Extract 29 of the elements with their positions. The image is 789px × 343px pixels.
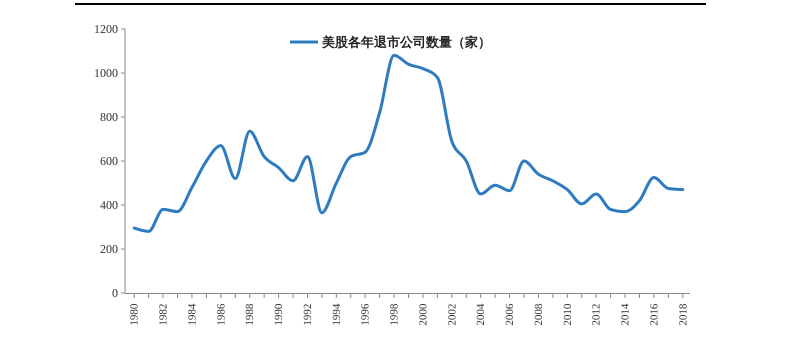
x-tick-label: 1982 xyxy=(158,304,170,326)
x-tick-label: 1996 xyxy=(360,303,372,326)
line-series xyxy=(132,54,684,233)
x-tick-label: 2014 xyxy=(620,303,632,326)
x-tick-label: 2006 xyxy=(504,303,516,326)
y-tick-label: 0 xyxy=(112,286,118,300)
x-tick-label: 1980 xyxy=(128,303,141,326)
x-tick-label: 1992 xyxy=(302,304,314,326)
x-tick-label: 2018 xyxy=(677,303,690,326)
y-tick-label: 600 xyxy=(100,154,118,168)
x-tick-label: 1984 xyxy=(186,303,198,326)
x-tick-label: 1988 xyxy=(244,303,256,326)
y-tick-label: 400 xyxy=(100,198,118,212)
y-tick-label: 800 xyxy=(100,110,118,124)
x-tick-label: 2008 xyxy=(532,303,545,326)
x-tick-label: 2012 xyxy=(590,304,603,326)
x-tick-label: 1994 xyxy=(330,303,343,326)
y-tick-label: 1200 xyxy=(94,22,118,36)
x-tick-label: 2002 xyxy=(446,304,458,326)
y-tick-label: 1000 xyxy=(94,66,118,80)
x-tick-label: 2010 xyxy=(562,303,574,326)
x-tick-label: 2000 xyxy=(417,303,430,326)
x-tick-label: 1986 xyxy=(215,303,228,326)
x-tick-label: 1998 xyxy=(388,303,401,326)
legend-label: 美股各年退市公司数量（家） xyxy=(321,34,491,50)
y-tick-label: 200 xyxy=(100,242,118,256)
x-tick-label: 2004 xyxy=(475,303,488,326)
x-tick-label: 2016 xyxy=(648,303,660,326)
x-tick-label: 1990 xyxy=(273,303,286,326)
